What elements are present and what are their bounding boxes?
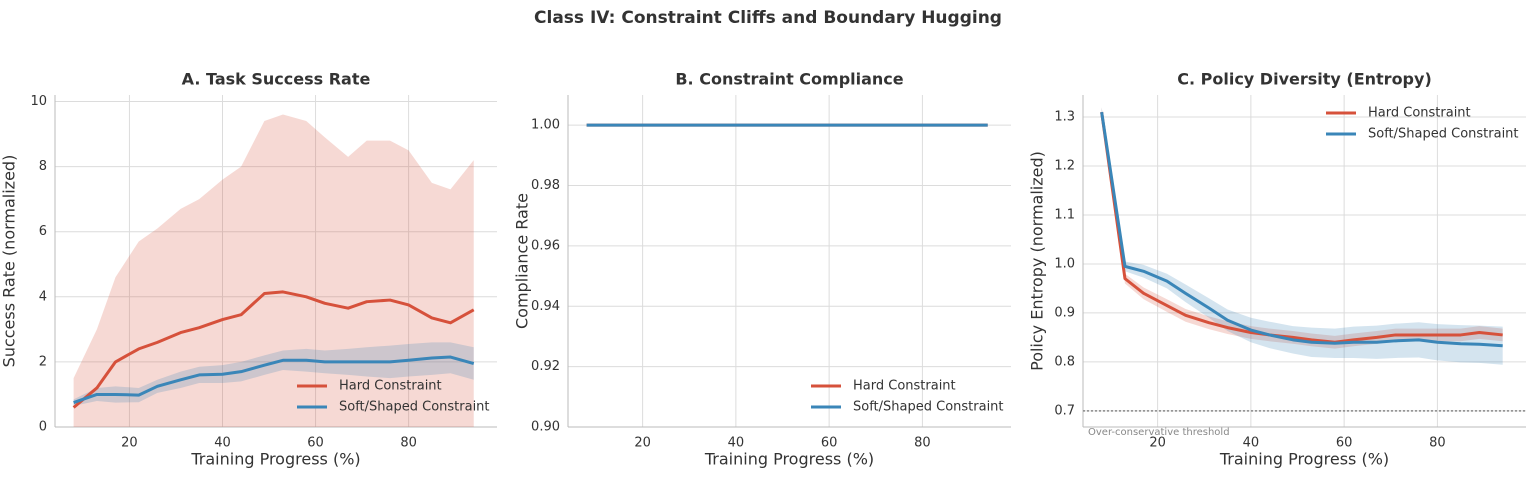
x-tick-label: 40: [1243, 436, 1260, 451]
x-axis-label: Training Progress (%): [1219, 450, 1389, 469]
x-tick-label: 60: [821, 436, 838, 451]
y-tick-label: 4: [39, 289, 47, 304]
confidence-band: [73, 342, 474, 406]
legend-label: Hard Constraint: [853, 379, 956, 394]
y-tick-label: 0.98: [531, 178, 560, 193]
legend-label: Soft/Shaped Constraint: [339, 400, 490, 415]
subplot-title: B. Constraint Compliance: [675, 70, 903, 89]
y-tick-label: 1.1: [1054, 207, 1075, 222]
data-line: [73, 355, 475, 405]
subplot-title: A. Task Success Rate: [182, 70, 371, 89]
y-tick-label: 6: [39, 224, 47, 239]
subplot: 0 2 4 6 8 10 20 40 60 80 A. Task Success Rate Train…: [0, 70, 497, 469]
x-tick-label: 60: [1336, 436, 1353, 451]
legend-label: Soft/Shaped Constraint: [1368, 127, 1519, 142]
confidence-band: [1101, 107, 1503, 365]
y-tick-label: 1.2: [1054, 159, 1075, 174]
y-tick-label: 0: [39, 420, 47, 435]
y-axis-label: Compliance Rate: [513, 193, 532, 329]
y-tick-label: 2: [39, 354, 47, 369]
threshold-label: Over-conservative threshold: [1088, 427, 1230, 438]
x-tick-label: 20: [1149, 436, 1166, 451]
y-tick-label: 0.8: [1054, 354, 1075, 369]
y-tick-label: 0.9: [1054, 305, 1075, 320]
x-axis-label: Training Progress (%): [190, 450, 360, 469]
legend-label: Hard Constraint: [339, 379, 442, 394]
confidence-band: [73, 114, 474, 427]
y-tick-label: 1.3: [1054, 110, 1075, 125]
x-tick-label: 40: [728, 436, 745, 451]
y-axis-label: Policy Entropy (normalized): [1028, 151, 1047, 371]
x-tick-label: 80: [914, 436, 931, 451]
y-tick-label: 8: [39, 159, 47, 174]
data-line: [72, 290, 475, 409]
x-tick-label: 20: [634, 436, 651, 451]
y-tick-label: 0.92: [531, 359, 560, 374]
subplot: 0.7 0.8 0.9 1.0 1.1 1.2 1.3 20 40 60 80 C. Policy D…: [1028, 70, 1526, 469]
y-tick-label: 0.90: [531, 420, 560, 435]
y-tick-label: 0.7: [1054, 403, 1075, 418]
y-tick-label: 0.94: [531, 299, 560, 314]
subplot: 0.90 0.92 0.94 0.96 0.98 1.00 20 40 60 80 B. Const…: [513, 70, 1011, 469]
x-tick-label: 80: [1429, 436, 1446, 451]
legend-label: Hard Constraint: [1368, 106, 1471, 121]
x-tick-label: 60: [307, 436, 324, 451]
y-axis-label: Success Rate (normalized): [0, 155, 19, 368]
data-line: [1100, 111, 1503, 344]
y-tick-label: 10: [30, 94, 47, 109]
x-tick-label: 20: [121, 436, 138, 451]
subplot-title: C. Policy Diversity (Entropy): [1177, 70, 1432, 89]
x-tick-label: 80: [400, 436, 417, 451]
legend-label: Soft/Shaped Constraint: [853, 400, 1004, 415]
y-tick-label: 1.00: [531, 118, 560, 133]
x-tick-label: 40: [214, 436, 231, 451]
x-axis-label: Training Progress (%): [704, 450, 874, 469]
y-tick-label: 0.96: [531, 238, 560, 253]
data-line: [1100, 111, 1503, 348]
y-tick-label: 1.0: [1054, 256, 1075, 271]
figure-title: Class IV: Constraint Cliffs and Boundary…: [534, 8, 1002, 28]
